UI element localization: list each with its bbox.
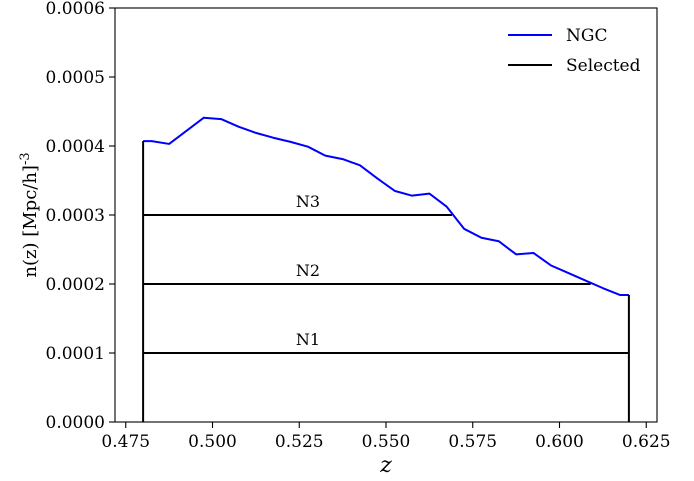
y-axis: 0.0000 0.0001 0.0002 0.0003 0.0004 0.0005 0.00… bbox=[46, 0, 115, 433]
legend-label-ngc: NGC bbox=[566, 26, 607, 46]
x-tick-label: 0.575 bbox=[448, 432, 497, 452]
legend: NGC Selected bbox=[508, 26, 641, 76]
svg-text:n(z) [Mpc/h]-3: n(z) [Mpc/h]-3 bbox=[18, 152, 42, 277]
x-tick-label: 0.475 bbox=[101, 432, 150, 452]
annotation-n3: N3 bbox=[296, 192, 320, 211]
y-tick-label: 0.0002 bbox=[46, 275, 105, 295]
annotation-n1: N1 bbox=[296, 330, 320, 349]
y-axis-label-text: n(z) [Mpc/h] bbox=[20, 165, 41, 278]
x-axis: 0.475 0.500 0.525 0.550 0.575 0.600 0.625 bbox=[101, 422, 671, 452]
x-tick-label: 0.600 bbox=[535, 432, 584, 452]
series-line-ngc bbox=[143, 116, 629, 297]
y-tick-label: 0.0003 bbox=[46, 206, 105, 226]
x-tick-label: 0.550 bbox=[362, 432, 411, 452]
y-tick-label: 0.0006 bbox=[46, 0, 105, 19]
x-tick-label: 0.500 bbox=[188, 432, 237, 452]
x-tick-label: 0.625 bbox=[622, 432, 671, 452]
x-axis-label: z bbox=[379, 453, 392, 478]
annotation-n2: N2 bbox=[296, 261, 320, 280]
y-tick-label: 0.0004 bbox=[46, 137, 105, 157]
y-tick-label: 0.0000 bbox=[46, 413, 105, 433]
y-axis-label-exponent: -3 bbox=[18, 152, 33, 165]
data-layer: N1 N2 N3 bbox=[142, 116, 630, 422]
legend-label-selected: Selected bbox=[566, 56, 641, 76]
y-tick-label: 0.0001 bbox=[46, 344, 105, 364]
y-tick-label: 0.0005 bbox=[46, 68, 105, 88]
y-axis-label: n(z) [Mpc/h]-3 bbox=[18, 152, 42, 277]
x-tick-label: 0.525 bbox=[275, 432, 324, 452]
